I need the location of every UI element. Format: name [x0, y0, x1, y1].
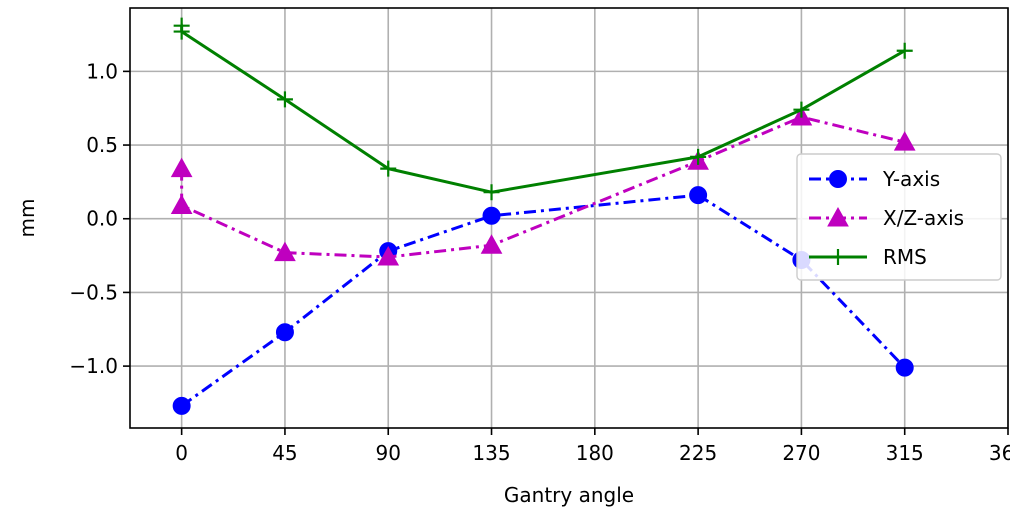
x-tick-label: 90: [376, 441, 401, 465]
x-tick-label: 315: [886, 441, 924, 465]
data-point: [274, 241, 296, 262]
y-axis-ticks: −1.0 −0.5 0.0 0.5 1.0: [69, 59, 130, 378]
grid: [130, 8, 1009, 428]
legend-swatch-marker: [830, 249, 846, 265]
legend-label: Y-axis: [882, 167, 940, 191]
legend-swatch-marker: [829, 170, 847, 188]
series-line: [180, 25, 906, 194]
data-point: [896, 42, 913, 59]
x-tick-label: 135: [472, 441, 510, 465]
y-tick-label: 1.0: [86, 59, 118, 83]
data-point: [482, 206, 501, 225]
data-point: [895, 358, 914, 377]
data-point: [793, 101, 810, 118]
x-axis-ticks: 0 45 90 135 180 225 270 315 360: [175, 428, 1010, 465]
y-tick-label: −1.0: [69, 354, 118, 378]
legend-item: RMS: [809, 245, 927, 269]
data-point: [689, 186, 708, 205]
series-x-z-axis: [170, 106, 916, 266]
legend-items: Y-axis X/Z-axis RMS: [809, 167, 964, 269]
legend: Y-axis X/Z-axis RMS: [796, 153, 1002, 281]
series-line: [180, 115, 906, 259]
data-point: [690, 148, 707, 165]
data-point: [480, 234, 503, 254]
legend-label: X/Z-axis: [883, 206, 964, 230]
data-point: [170, 194, 193, 214]
x-tick-label: 225: [679, 441, 717, 465]
data-point: [173, 23, 190, 40]
x-tick-label: 45: [272, 441, 297, 465]
data-point: [276, 91, 293, 108]
y-tick-label: −0.5: [69, 280, 118, 304]
legend-box: [796, 153, 1002, 281]
data-point: [893, 131, 916, 151]
x-tick-label: 270: [782, 441, 820, 465]
data-point: [483, 184, 500, 201]
x-tick-label: 360: [989, 441, 1010, 465]
data-point: [170, 157, 193, 178]
x-axis-label: Gantry angle: [504, 483, 634, 507]
data-point: [275, 323, 294, 342]
x-tick-label: 180: [576, 441, 614, 465]
y-tick-label: 0.0: [86, 207, 118, 231]
y-tick-label: 0.5: [86, 133, 118, 157]
data-point: [172, 396, 191, 415]
series-rms: [173, 17, 913, 201]
series-line: [180, 193, 906, 408]
data-point: [380, 160, 397, 177]
y-axis-label: mm: [15, 199, 39, 238]
x-tick-label: 0: [175, 441, 188, 465]
data-point: [377, 246, 400, 266]
legend-label: RMS: [883, 245, 927, 269]
legend-item: Y-axis: [809, 167, 940, 191]
legend-swatch-marker: [827, 206, 849, 227]
legend-item: X/Z-axis: [809, 206, 964, 230]
